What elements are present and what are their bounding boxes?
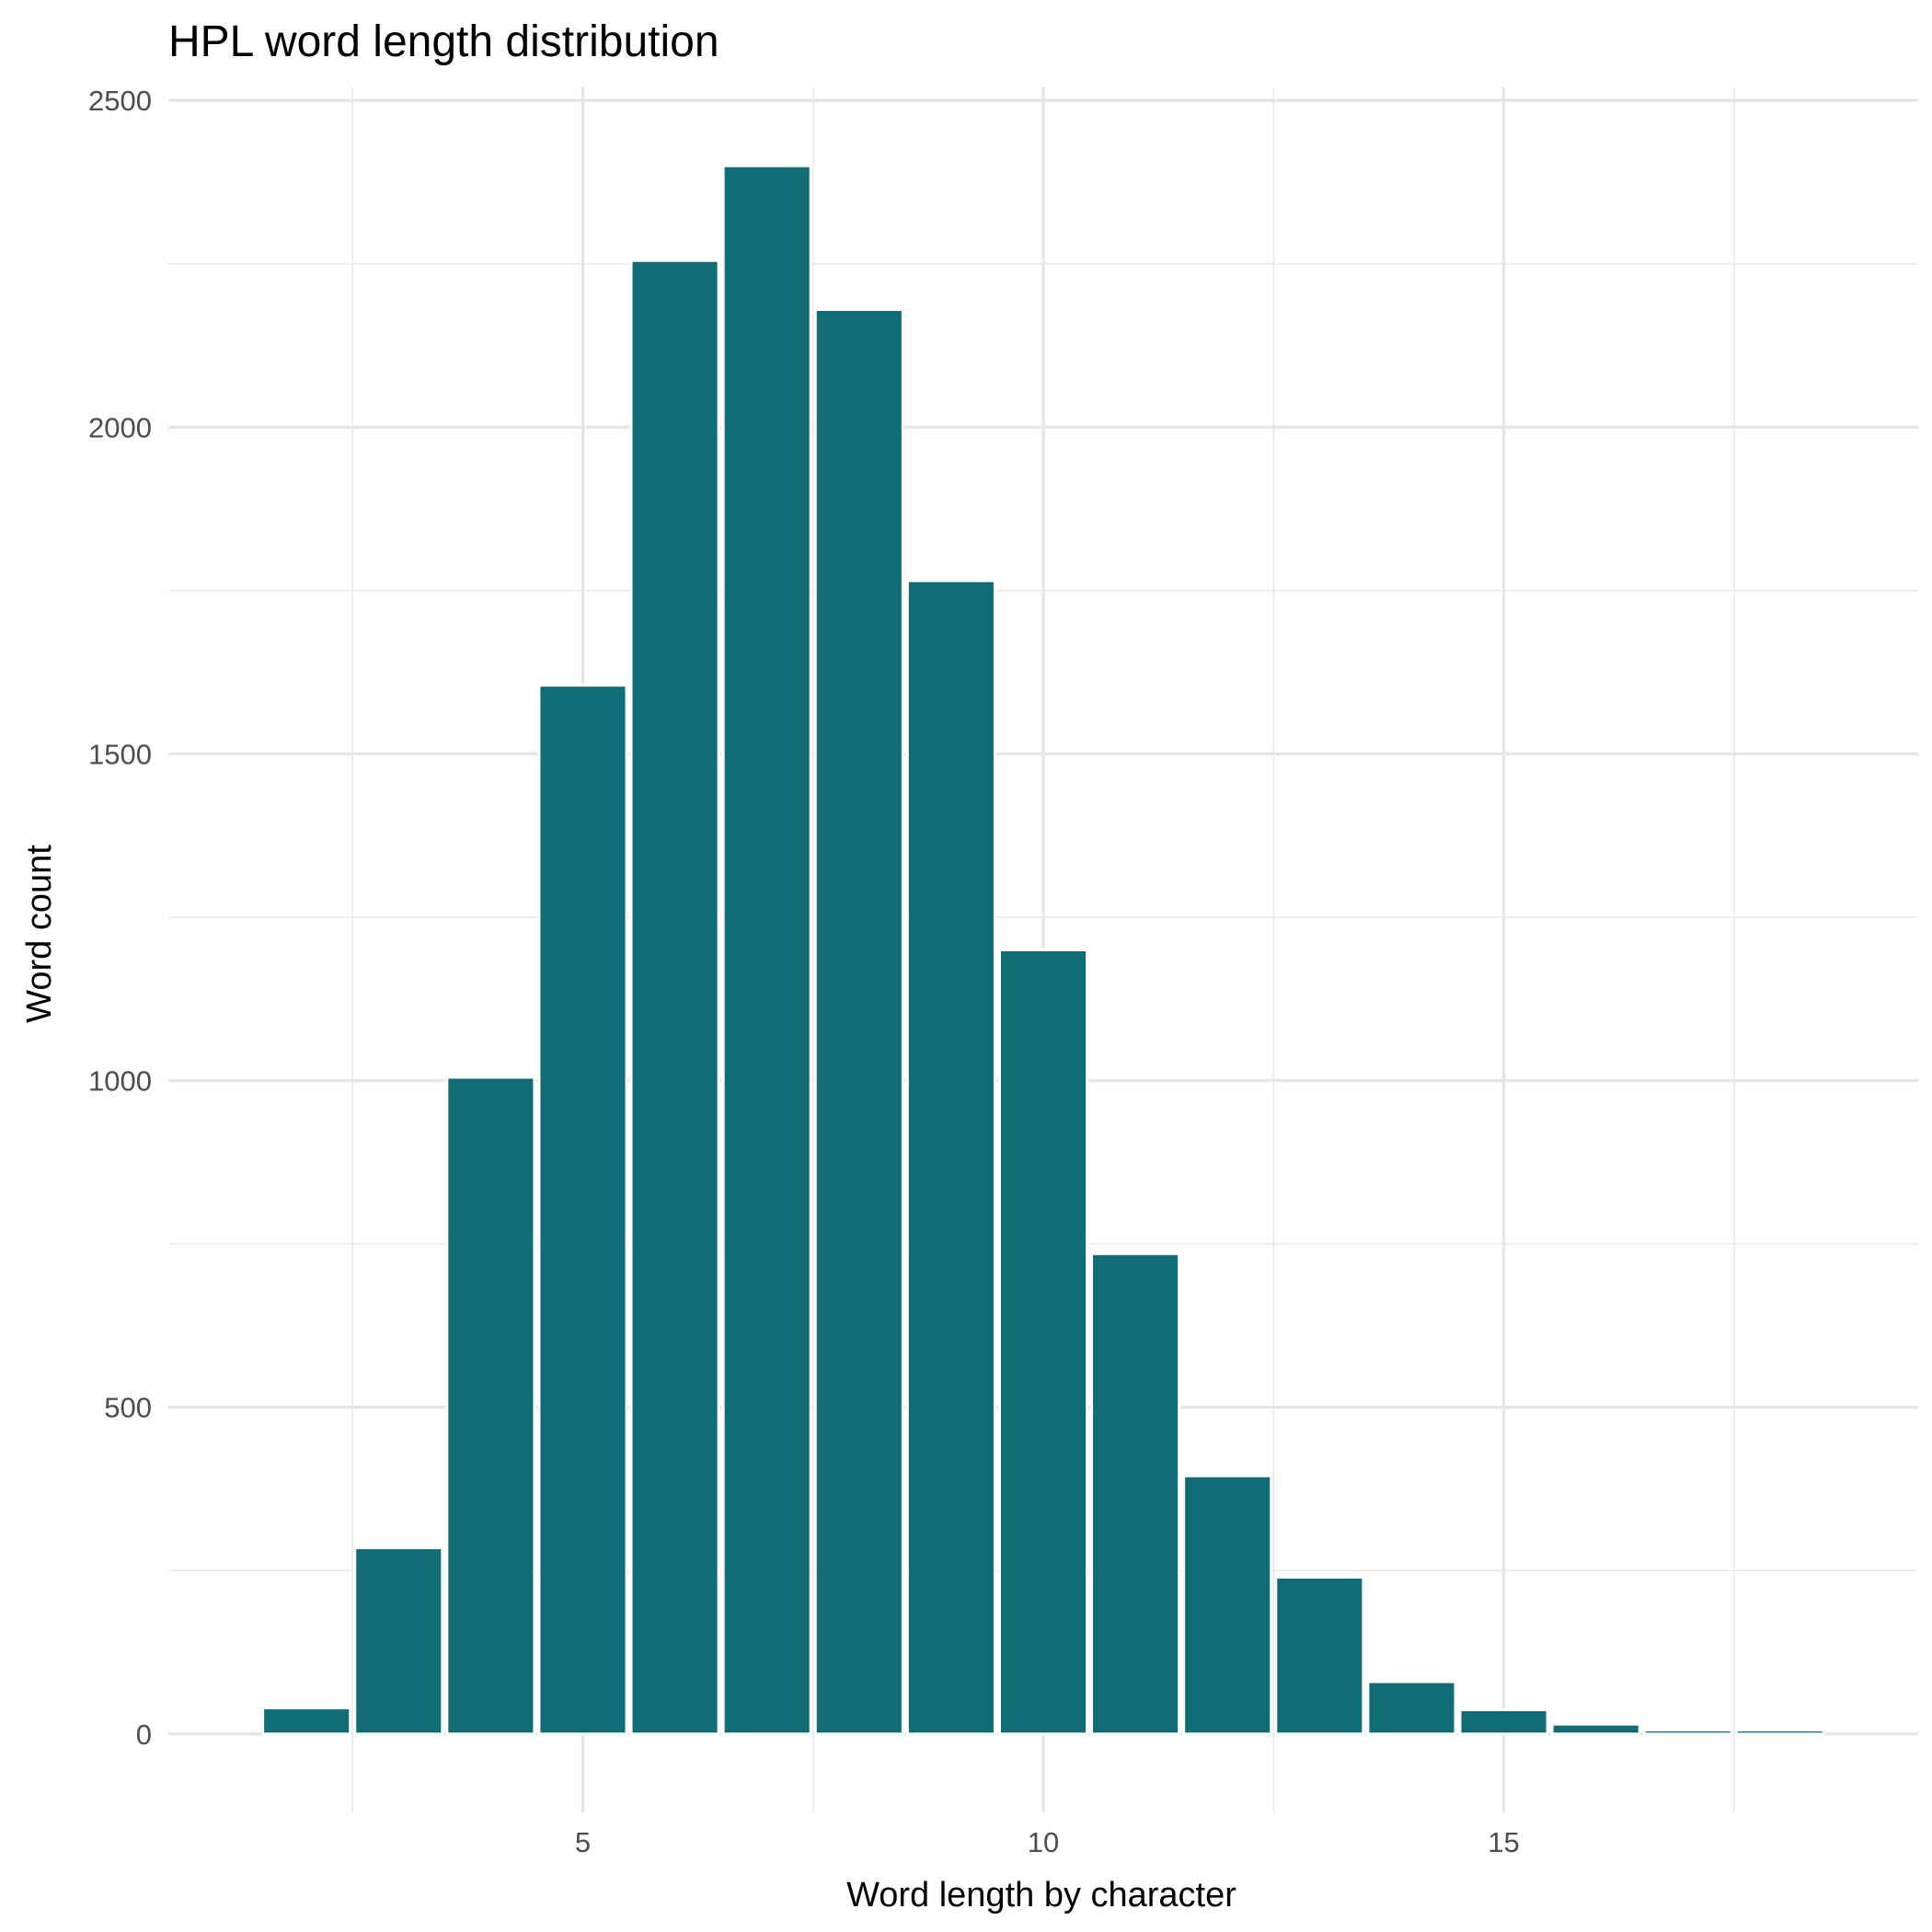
bar bbox=[905, 579, 996, 1736]
x-axis-title: Word length by character bbox=[846, 1876, 1236, 1915]
y-axis-title: Word count bbox=[20, 845, 59, 1023]
bar bbox=[261, 1706, 352, 1736]
y-tick-label: 2500 bbox=[88, 85, 152, 117]
x-tick-label: 5 bbox=[575, 1826, 591, 1858]
chart-title: HPL word length distribution bbox=[168, 17, 719, 66]
y-tick-label: 0 bbox=[136, 1719, 152, 1751]
bar bbox=[1550, 1722, 1641, 1736]
y-tick-label: 1000 bbox=[88, 1065, 152, 1098]
bar bbox=[1274, 1575, 1365, 1736]
bar bbox=[721, 164, 812, 1736]
bar bbox=[353, 1546, 444, 1736]
bar bbox=[1458, 1708, 1549, 1736]
bar bbox=[1734, 1729, 1825, 1736]
bar bbox=[537, 684, 628, 1736]
tick-labels: 0 500 1000 1500 2000 2500 5 10 15 bbox=[88, 85, 1520, 1858]
bar bbox=[997, 949, 1089, 1736]
bar bbox=[813, 307, 904, 1736]
y-tick-label: 1500 bbox=[88, 738, 152, 770]
y-tick-label: 500 bbox=[104, 1392, 152, 1424]
bar bbox=[1366, 1680, 1457, 1736]
bar bbox=[445, 1075, 536, 1736]
x-tick-label: 10 bbox=[1028, 1826, 1059, 1858]
bars bbox=[261, 164, 1825, 1736]
bar bbox=[1182, 1474, 1273, 1736]
x-tick-label: 15 bbox=[1488, 1826, 1519, 1858]
y-tick-label: 2000 bbox=[88, 411, 152, 443]
bar bbox=[1642, 1729, 1733, 1736]
bar bbox=[1090, 1252, 1181, 1736]
bar bbox=[629, 259, 720, 1736]
